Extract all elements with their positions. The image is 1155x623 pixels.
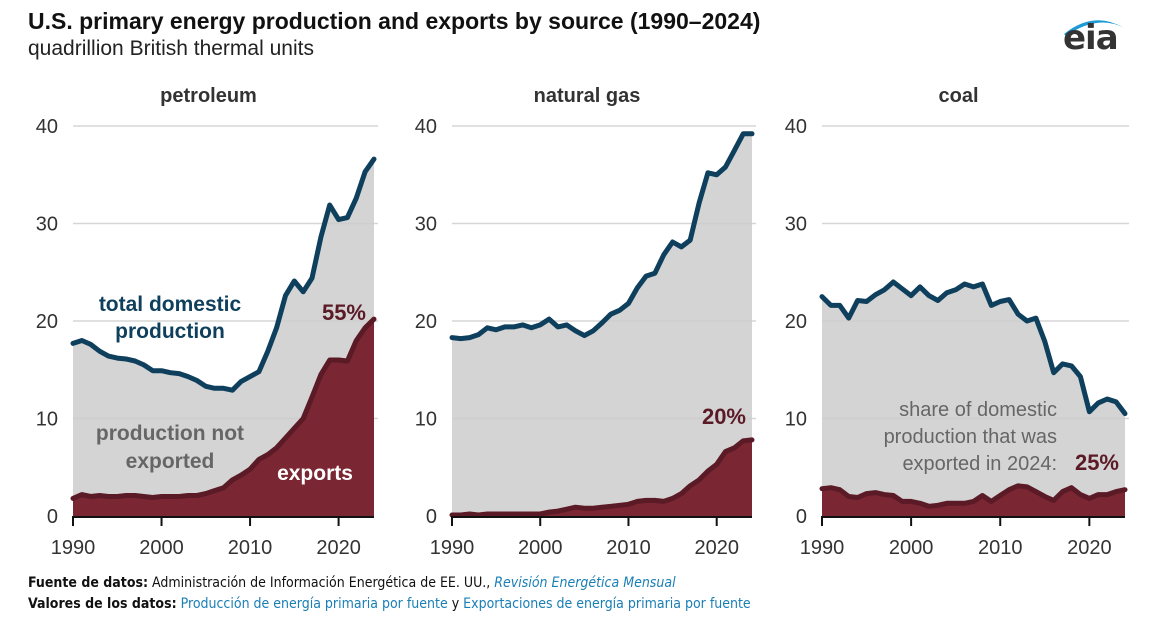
y-tick-label: 0 (426, 506, 437, 528)
x-tick-label: 1990 (51, 537, 96, 559)
label-coal-note: exported in 2024: (902, 453, 1057, 475)
y-tick-label: 40 (36, 116, 58, 138)
label-coal-share: 25% (1075, 450, 1119, 475)
footer-values-sep: y (447, 596, 464, 612)
footer-values-label: Valores de los datos: (28, 596, 177, 612)
panel-title-natural-gas: natural gas (534, 85, 641, 107)
exports-line-petroleum (70, 316, 377, 501)
exports-line-coal (819, 483, 1128, 509)
label-total-domestic-production: total domestic (99, 293, 242, 316)
label-coal-note: share of domestic (899, 399, 1057, 421)
x-tick-label: 2010 (228, 537, 273, 559)
x-tick-label: 2010 (978, 537, 1023, 559)
y-tick-label: 40 (415, 116, 437, 138)
label-production-not-exported: exported (126, 450, 215, 473)
panel-title-coal: coal (938, 85, 978, 107)
label-production-not-exported: production not (96, 422, 244, 445)
label-petroleum-share: 55% (322, 300, 366, 325)
y-tick-label: 30 (36, 214, 58, 236)
y-tick-label: 30 (785, 214, 807, 236)
x-tick-label: 2000 (518, 537, 563, 559)
y-tick-label: 20 (785, 311, 807, 333)
x-tick-label: 1990 (430, 537, 475, 559)
label-coal-note: production that was (884, 426, 1057, 448)
exports-area-coal (822, 485, 1125, 516)
x-tick-label: 1990 (800, 537, 845, 559)
x-tick-label: 2000 (139, 537, 184, 559)
y-tick-label: 20 (36, 311, 58, 333)
x-tick-label: 2010 (606, 537, 651, 559)
y-tick-label: 10 (36, 409, 58, 431)
eia-swoosh-icon (1064, 20, 1124, 36)
chart-subtitle: quadrillion British thermal units (28, 37, 314, 60)
production-line-coal (819, 279, 1128, 417)
x-tick-label: 2020 (1067, 537, 1112, 559)
panel-title-petroleum: petroleum (160, 85, 257, 107)
y-tick-label: 20 (415, 311, 437, 333)
x-tick-label: 2000 (889, 537, 934, 559)
footer-values-link-exports[interactable]: Exportaciones de energía primaria por fu… (463, 596, 751, 612)
footer-source-link[interactable]: Revisión Energética Mensual (494, 575, 676, 591)
label-exports: exports (277, 462, 353, 485)
exports-area-petroleum (73, 319, 374, 516)
label-gas-share: 20% (702, 404, 746, 429)
chart-title: U.S. primary energy production and expor… (28, 8, 761, 34)
y-tick-label: 0 (47, 506, 58, 528)
y-tick-label: 10 (415, 409, 437, 431)
exports-line-natural-gas (449, 437, 755, 518)
x-tick-label: 2020 (694, 537, 739, 559)
label-total-domestic-production: production (115, 320, 225, 343)
footer-values-link-production[interactable]: Producción de energía primaria por fuent… (180, 596, 448, 612)
y-tick-label: 40 (785, 116, 807, 138)
x-tick-label: 2020 (316, 537, 361, 559)
production-area-coal (822, 282, 1125, 516)
y-tick-label: 10 (785, 409, 807, 431)
footer-source: Fuente de datos: Administración de Infor… (28, 575, 676, 591)
eia-logo: eia (1063, 18, 1119, 58)
footer-values: Valores de los datos: Producción de ener… (28, 596, 751, 612)
y-tick-label: 0 (796, 506, 807, 528)
footer-source-text: Administración de Información Energética… (148, 575, 495, 591)
y-tick-label: 30 (415, 214, 437, 236)
production-line-petroleum (70, 156, 377, 393)
footer-source-label: Fuente de datos: (28, 575, 149, 591)
production-line-natural-gas (449, 131, 755, 342)
